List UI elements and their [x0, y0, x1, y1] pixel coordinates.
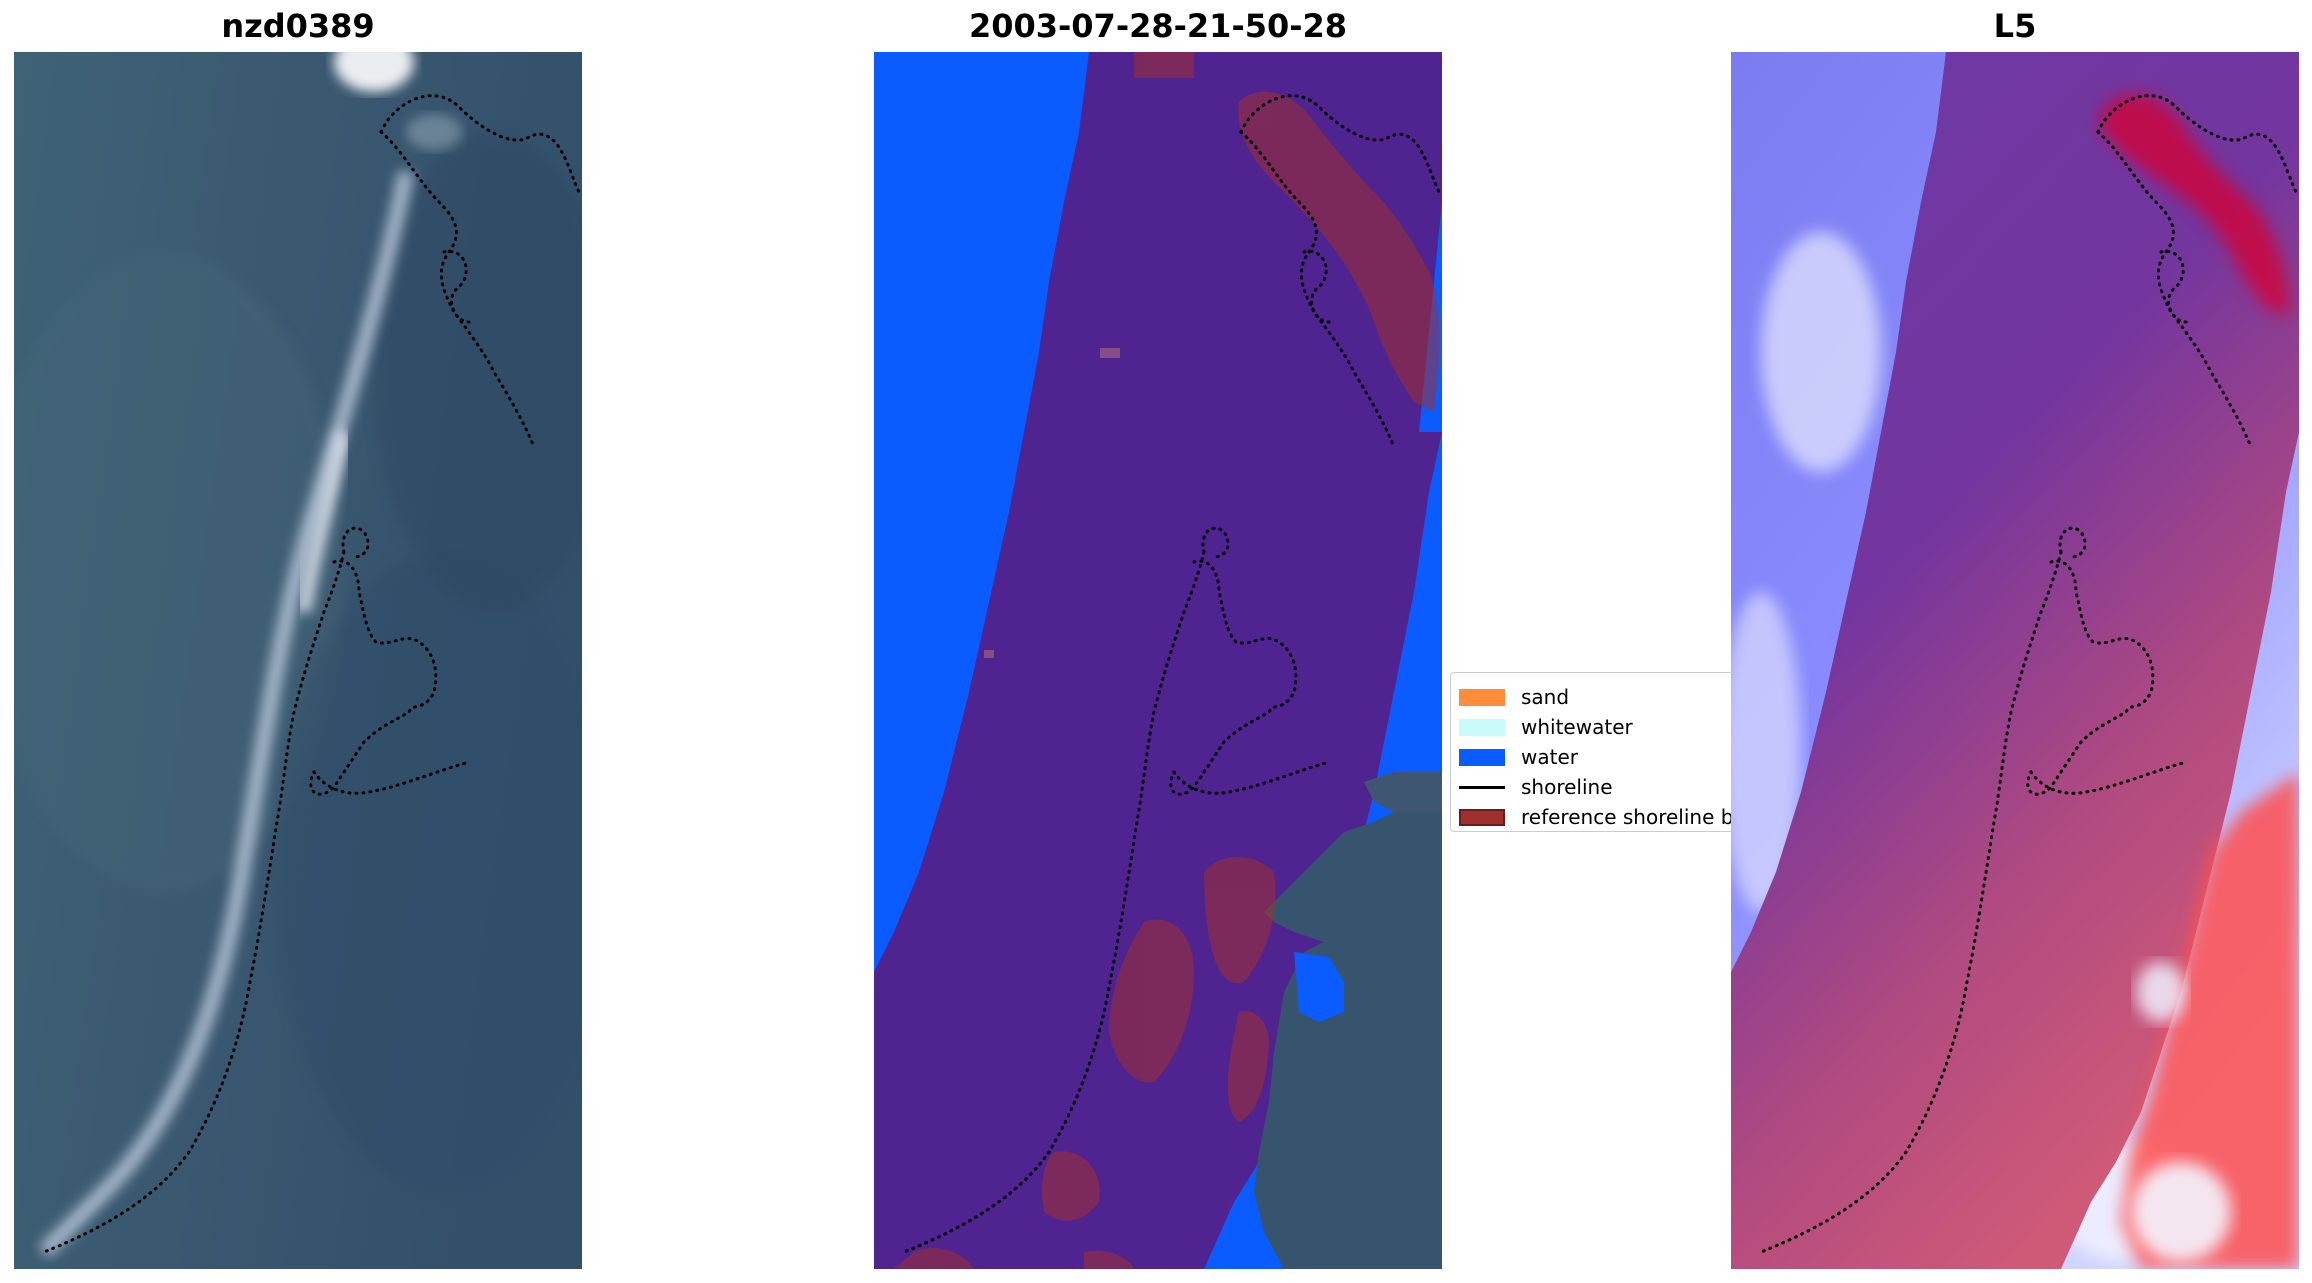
- legend-label-shoreline: shoreline: [1521, 775, 1613, 799]
- legend-label-sand: sand: [1521, 685, 1570, 709]
- legend-swatch-sand: [1459, 688, 1505, 706]
- small-pixel: [1100, 348, 1120, 358]
- index-light-patch: [1731, 592, 1801, 912]
- rgb-shade: [274, 552, 582, 1192]
- small-pixel: [984, 650, 994, 658]
- bright-beach-core: [297, 430, 351, 614]
- bright-beach-strip: [38, 170, 414, 1258]
- water-region-left: [874, 52, 1089, 972]
- legend-item-sand: sand: [1459, 684, 1731, 710]
- legend-item-reference-buffer: reference shoreline b: [1459, 804, 1731, 830]
- reference-shoreline: [42, 94, 581, 1254]
- legend-swatch-whitewater: [1459, 718, 1505, 736]
- reference-shoreline-buffer: [894, 52, 1440, 1269]
- rgb-image: [14, 52, 582, 1269]
- rgb-image-panel: [14, 52, 582, 1269]
- rgb-shade: [374, 132, 582, 612]
- classified-image-panel: [874, 52, 1442, 1269]
- index-white-patch: [2131, 1162, 2231, 1262]
- legend-label-whitewater: whitewater: [1521, 715, 1633, 739]
- classified-image: [874, 52, 1442, 1269]
- legend: sand whitewater water shoreline referenc…: [1450, 672, 1731, 832]
- rgb-background-patch: [1254, 802, 1442, 1269]
- legend-label-reference-buffer: reference shoreline b: [1521, 805, 1731, 829]
- index-image-panel: [1731, 52, 2299, 1269]
- index-image: [1731, 52, 2299, 1269]
- legend-label-water: water: [1521, 745, 1578, 769]
- index-positive-region: [2121, 772, 2299, 1269]
- index-high-region: [2099, 93, 2291, 314]
- bright-patch: [406, 114, 462, 150]
- bright-patch: [334, 52, 414, 92]
- index-white-patch: [2136, 962, 2186, 1022]
- legend-line-shoreline: [1459, 785, 1505, 789]
- legend-item-water: water: [1459, 744, 1731, 770]
- panel-title-classified: 2003-07-28-21-50-28: [968, 7, 1348, 45]
- legend-item-shoreline: shoreline: [1459, 774, 1731, 800]
- panel-title-rgb: nzd0389: [221, 7, 375, 45]
- legend-item-whitewater: whitewater: [1459, 714, 1731, 740]
- legend-swatch-water: [1459, 748, 1505, 766]
- water-inlet: [1294, 952, 1344, 1022]
- reference-shoreline: [902, 94, 1441, 1254]
- index-light-patch: [1761, 232, 1881, 472]
- reference-shoreline: [1759, 94, 2298, 1254]
- legend-swatch-reference-buffer: [1459, 808, 1505, 826]
- rgb-background-patch: [1364, 772, 1442, 812]
- panel-title-index: L5: [1993, 7, 2037, 45]
